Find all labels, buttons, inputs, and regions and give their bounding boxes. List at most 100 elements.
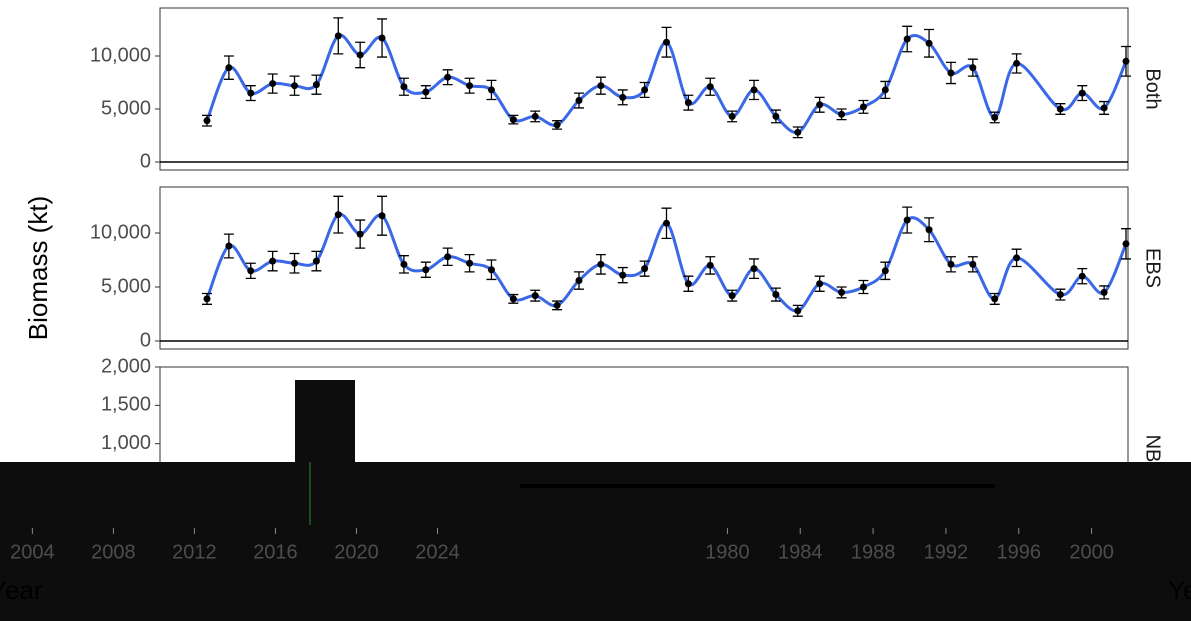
x-tick-label: 1996 bbox=[997, 541, 1042, 563]
point bbox=[422, 266, 430, 274]
x-axis-title: Year bbox=[1168, 575, 1191, 605]
point bbox=[247, 267, 255, 275]
point bbox=[553, 301, 561, 309]
x-tick-label: 2016 bbox=[253, 541, 298, 563]
point bbox=[487, 266, 495, 274]
point bbox=[925, 39, 933, 47]
point bbox=[1056, 105, 1064, 113]
x-tick-label: 1984 bbox=[778, 541, 823, 563]
glitch-block bbox=[295, 380, 355, 525]
point bbox=[750, 86, 758, 94]
point bbox=[1013, 59, 1021, 67]
point bbox=[466, 82, 474, 90]
x-tick-label: 2000 bbox=[1069, 541, 1114, 563]
point bbox=[225, 64, 233, 72]
point bbox=[947, 260, 955, 268]
point bbox=[203, 117, 211, 125]
point bbox=[203, 295, 211, 303]
point bbox=[575, 97, 583, 105]
point bbox=[1056, 291, 1064, 299]
point bbox=[969, 260, 977, 268]
point bbox=[597, 82, 605, 90]
point bbox=[1122, 57, 1130, 65]
point bbox=[269, 80, 277, 88]
point bbox=[641, 86, 649, 94]
y-tick-label: 2,000 bbox=[101, 355, 151, 377]
point bbox=[312, 257, 320, 265]
point bbox=[356, 230, 364, 238]
point bbox=[356, 51, 364, 59]
point bbox=[663, 38, 670, 46]
point bbox=[838, 110, 846, 118]
point bbox=[247, 89, 255, 97]
point bbox=[444, 73, 452, 81]
point bbox=[706, 83, 714, 91]
point bbox=[553, 121, 561, 129]
y-tick-label: 5,000 bbox=[101, 97, 151, 119]
x-tick-label: 2024 bbox=[415, 541, 460, 563]
point bbox=[728, 112, 736, 120]
point bbox=[378, 212, 386, 220]
point bbox=[597, 260, 605, 268]
point bbox=[334, 32, 342, 40]
point bbox=[947, 69, 955, 77]
point bbox=[487, 86, 495, 94]
point bbox=[991, 113, 999, 121]
point bbox=[684, 99, 692, 107]
y-tick-label: 10,000 bbox=[90, 221, 151, 243]
point bbox=[772, 112, 780, 120]
point bbox=[728, 292, 736, 300]
point bbox=[838, 288, 846, 296]
point bbox=[400, 260, 408, 268]
point bbox=[859, 283, 867, 291]
strip-label: EBS bbox=[1142, 248, 1164, 288]
point bbox=[444, 253, 452, 261]
point bbox=[291, 259, 299, 267]
point bbox=[531, 292, 539, 300]
point bbox=[509, 116, 517, 124]
point bbox=[925, 226, 933, 234]
y-tick-label: 10,000 bbox=[90, 44, 151, 66]
point bbox=[378, 34, 386, 42]
point bbox=[509, 295, 517, 303]
x-axis-title: Year bbox=[0, 575, 43, 605]
point bbox=[881, 267, 889, 275]
point bbox=[881, 86, 889, 94]
point bbox=[750, 265, 758, 273]
x-tick-label: 1988 bbox=[851, 541, 896, 563]
point bbox=[422, 88, 430, 96]
point bbox=[794, 307, 802, 315]
y-tick-label: 0 bbox=[140, 329, 151, 351]
x-tick-label: 2012 bbox=[172, 541, 217, 563]
point bbox=[291, 82, 299, 90]
point bbox=[1122, 240, 1130, 248]
x-tick-label: 1992 bbox=[924, 541, 969, 563]
strip-label: NB bbox=[1142, 435, 1164, 463]
point bbox=[466, 259, 474, 267]
point bbox=[1100, 288, 1108, 296]
point bbox=[991, 295, 999, 303]
point bbox=[903, 35, 911, 43]
point bbox=[641, 265, 649, 273]
point bbox=[1013, 254, 1021, 262]
point bbox=[969, 64, 977, 72]
point bbox=[859, 103, 867, 111]
point bbox=[684, 280, 692, 288]
point bbox=[1078, 89, 1086, 97]
point bbox=[1100, 104, 1108, 112]
point bbox=[334, 211, 342, 219]
x-tick-label: 1980 bbox=[705, 541, 750, 563]
point bbox=[663, 219, 670, 227]
point bbox=[903, 216, 911, 224]
point bbox=[816, 280, 824, 288]
glitch-block bbox=[0, 462, 1191, 621]
y-axis-title: Biomass (kt) bbox=[23, 196, 53, 340]
x-tick-label: 2004 bbox=[10, 541, 55, 563]
point bbox=[312, 81, 320, 89]
point bbox=[619, 271, 627, 279]
point bbox=[794, 128, 802, 136]
point bbox=[706, 261, 714, 269]
x-tick-label: 2008 bbox=[91, 541, 136, 563]
point bbox=[619, 93, 627, 101]
